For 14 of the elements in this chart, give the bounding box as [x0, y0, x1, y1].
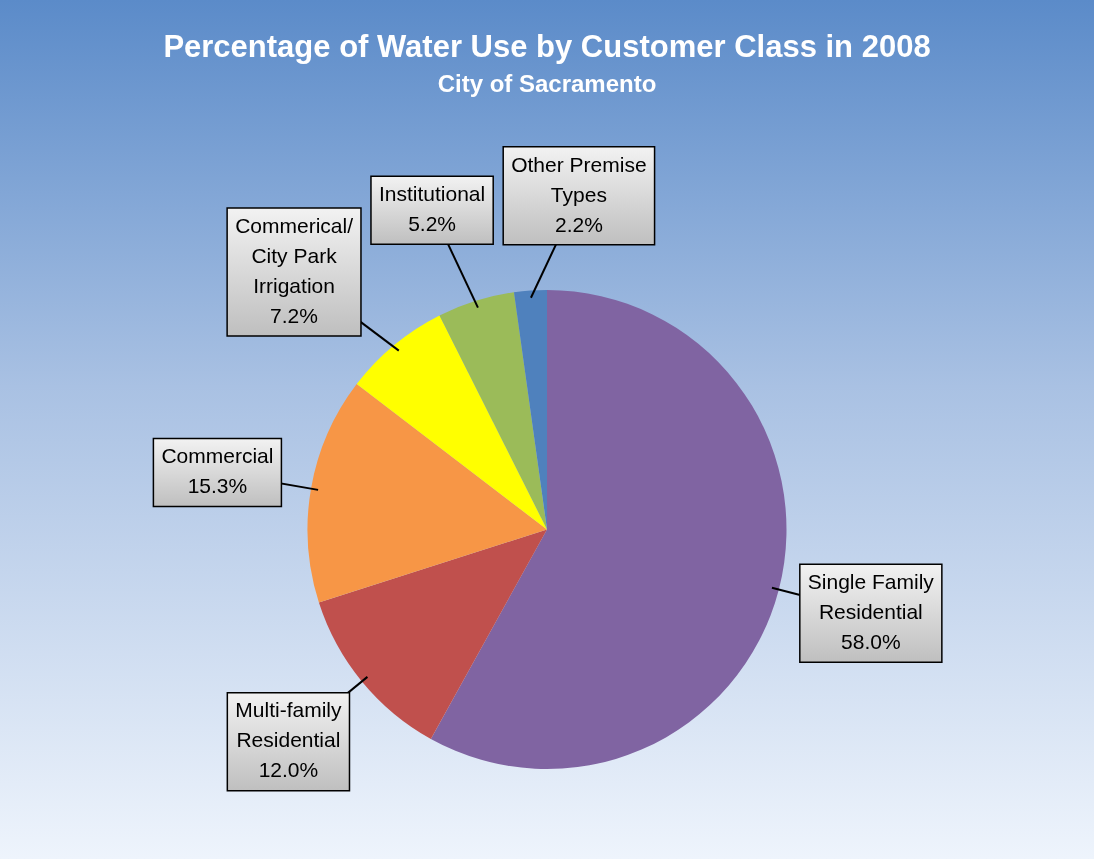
chart-subtitle: City of Sacramento — [437, 70, 657, 98]
slice-label: Institutional — [378, 181, 486, 205]
slice-label: Multi-family Residential — [235, 698, 342, 752]
slice-label: Single Family Residential — [807, 570, 935, 624]
chart-title: Percentage of Water Use by Customer Class in 2008 — [163, 29, 931, 65]
slice-label: Other Premise Types — [511, 152, 647, 206]
data-label: 5.2% — [408, 211, 457, 235]
data-label: 15.3% — [187, 474, 248, 498]
data-label: 58.0% — [841, 630, 901, 654]
data-label: 12.0% — [258, 758, 319, 782]
slice-label: Commercial — [161, 444, 274, 468]
data-label: 2.2% — [554, 212, 603, 236]
slice-label: Commerical/ City Park Irrigation — [235, 213, 354, 297]
data-label: 7.2% — [270, 303, 318, 327]
